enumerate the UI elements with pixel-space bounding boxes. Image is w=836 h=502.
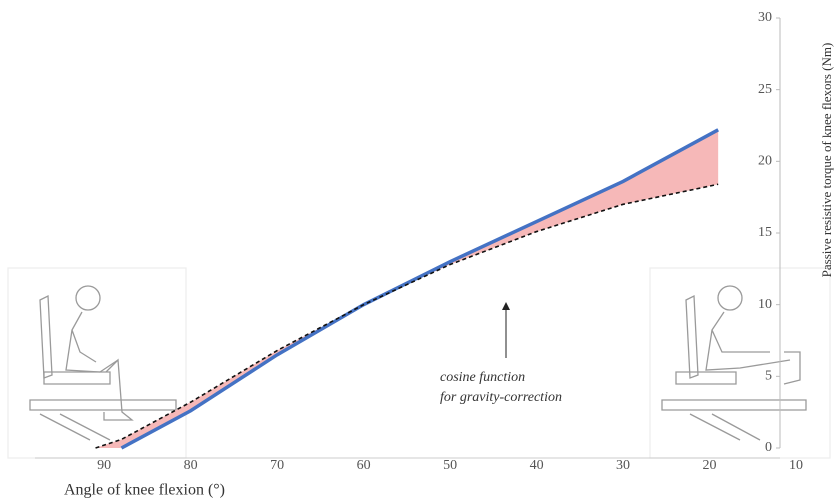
- dashed-line: [95, 183, 719, 449]
- y-tick-label: 5: [765, 369, 772, 384]
- x-tick-label: 10: [789, 458, 803, 473]
- y-tick-label: 30: [758, 10, 772, 25]
- y-axis-title: Passive resistive torque of knee flexors…: [819, 43, 834, 278]
- difference-area: [95, 129, 719, 449]
- x-tick-label: 70: [270, 458, 284, 473]
- illustration-seated-extended: [649, 267, 831, 459]
- x-tick-label: 60: [357, 458, 371, 473]
- line: [120, 128, 720, 450]
- annotation: for gravity-correction: [440, 390, 562, 405]
- x-tick-label: 80: [184, 458, 198, 473]
- annotation: cosine function: [440, 370, 525, 385]
- x-tick-label: 90: [97, 458, 111, 473]
- y-tick-label: 10: [758, 297, 772, 312]
- y-tick-label: 0: [765, 440, 772, 455]
- y-tick-label: 15: [758, 225, 772, 240]
- y-tick-label: 20: [758, 154, 772, 169]
- x-tick-label: 40: [530, 458, 544, 473]
- x-axis-title: Angle of knee flexion (°): [64, 482, 225, 499]
- x-tick-label: 30: [616, 458, 630, 473]
- annotation-arrowhead: [502, 302, 510, 310]
- x-tick-label: 50: [443, 458, 457, 473]
- y-tick-label: 25: [758, 82, 772, 97]
- x-tick-label: 20: [703, 458, 717, 473]
